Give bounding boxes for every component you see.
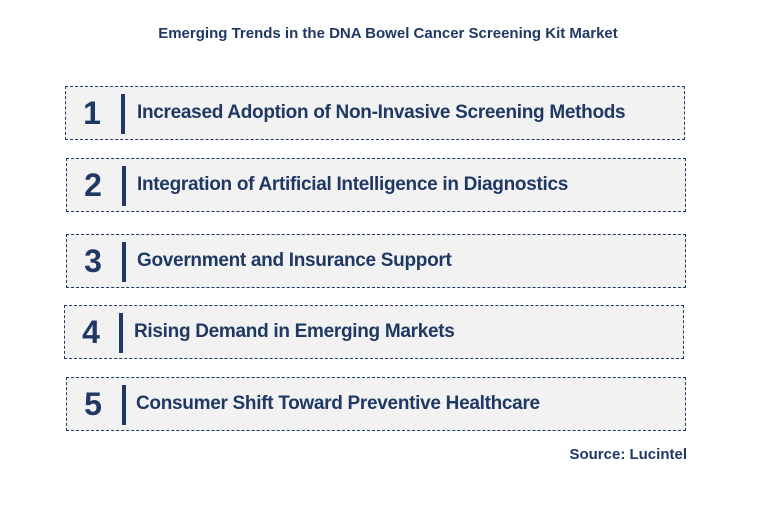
trend-number: 1	[83, 94, 101, 131]
trend-divider	[121, 94, 125, 134]
trend-divider	[122, 166, 126, 206]
trend-row-3: 3 Government and Insurance Support	[66, 234, 686, 288]
trend-number: 4	[82, 313, 100, 350]
trend-label: Increased Adoption of Non-Invasive Scree…	[137, 102, 626, 123]
trend-row-4: 4 Rising Demand in Emerging Markets	[64, 305, 684, 359]
trend-number: 3	[84, 242, 102, 279]
trend-row-1: 1 Increased Adoption of Non-Invasive Scr…	[65, 86, 685, 140]
trend-row-2: 2 Integration of Artificial Intelligence…	[66, 158, 686, 212]
source-credit: Source: Lucintel	[569, 446, 687, 463]
diagram-title: Emerging Trends in the DNA Bowel Cancer …	[158, 25, 618, 42]
trend-number: 5	[84, 385, 102, 422]
trend-label: Rising Demand in Emerging Markets	[134, 321, 455, 342]
trend-divider	[119, 313, 123, 353]
trend-label: Integration of Artificial Intelligence i…	[137, 174, 569, 195]
trend-row-5: 5 Consumer Shift Toward Preventive Healt…	[66, 377, 686, 431]
trend-label: Consumer Shift Toward Preventive Healthc…	[136, 393, 540, 414]
trend-divider	[122, 385, 126, 425]
trend-number: 2	[84, 166, 102, 203]
trend-divider	[122, 242, 126, 282]
trend-label: Government and Insurance Support	[137, 250, 452, 271]
